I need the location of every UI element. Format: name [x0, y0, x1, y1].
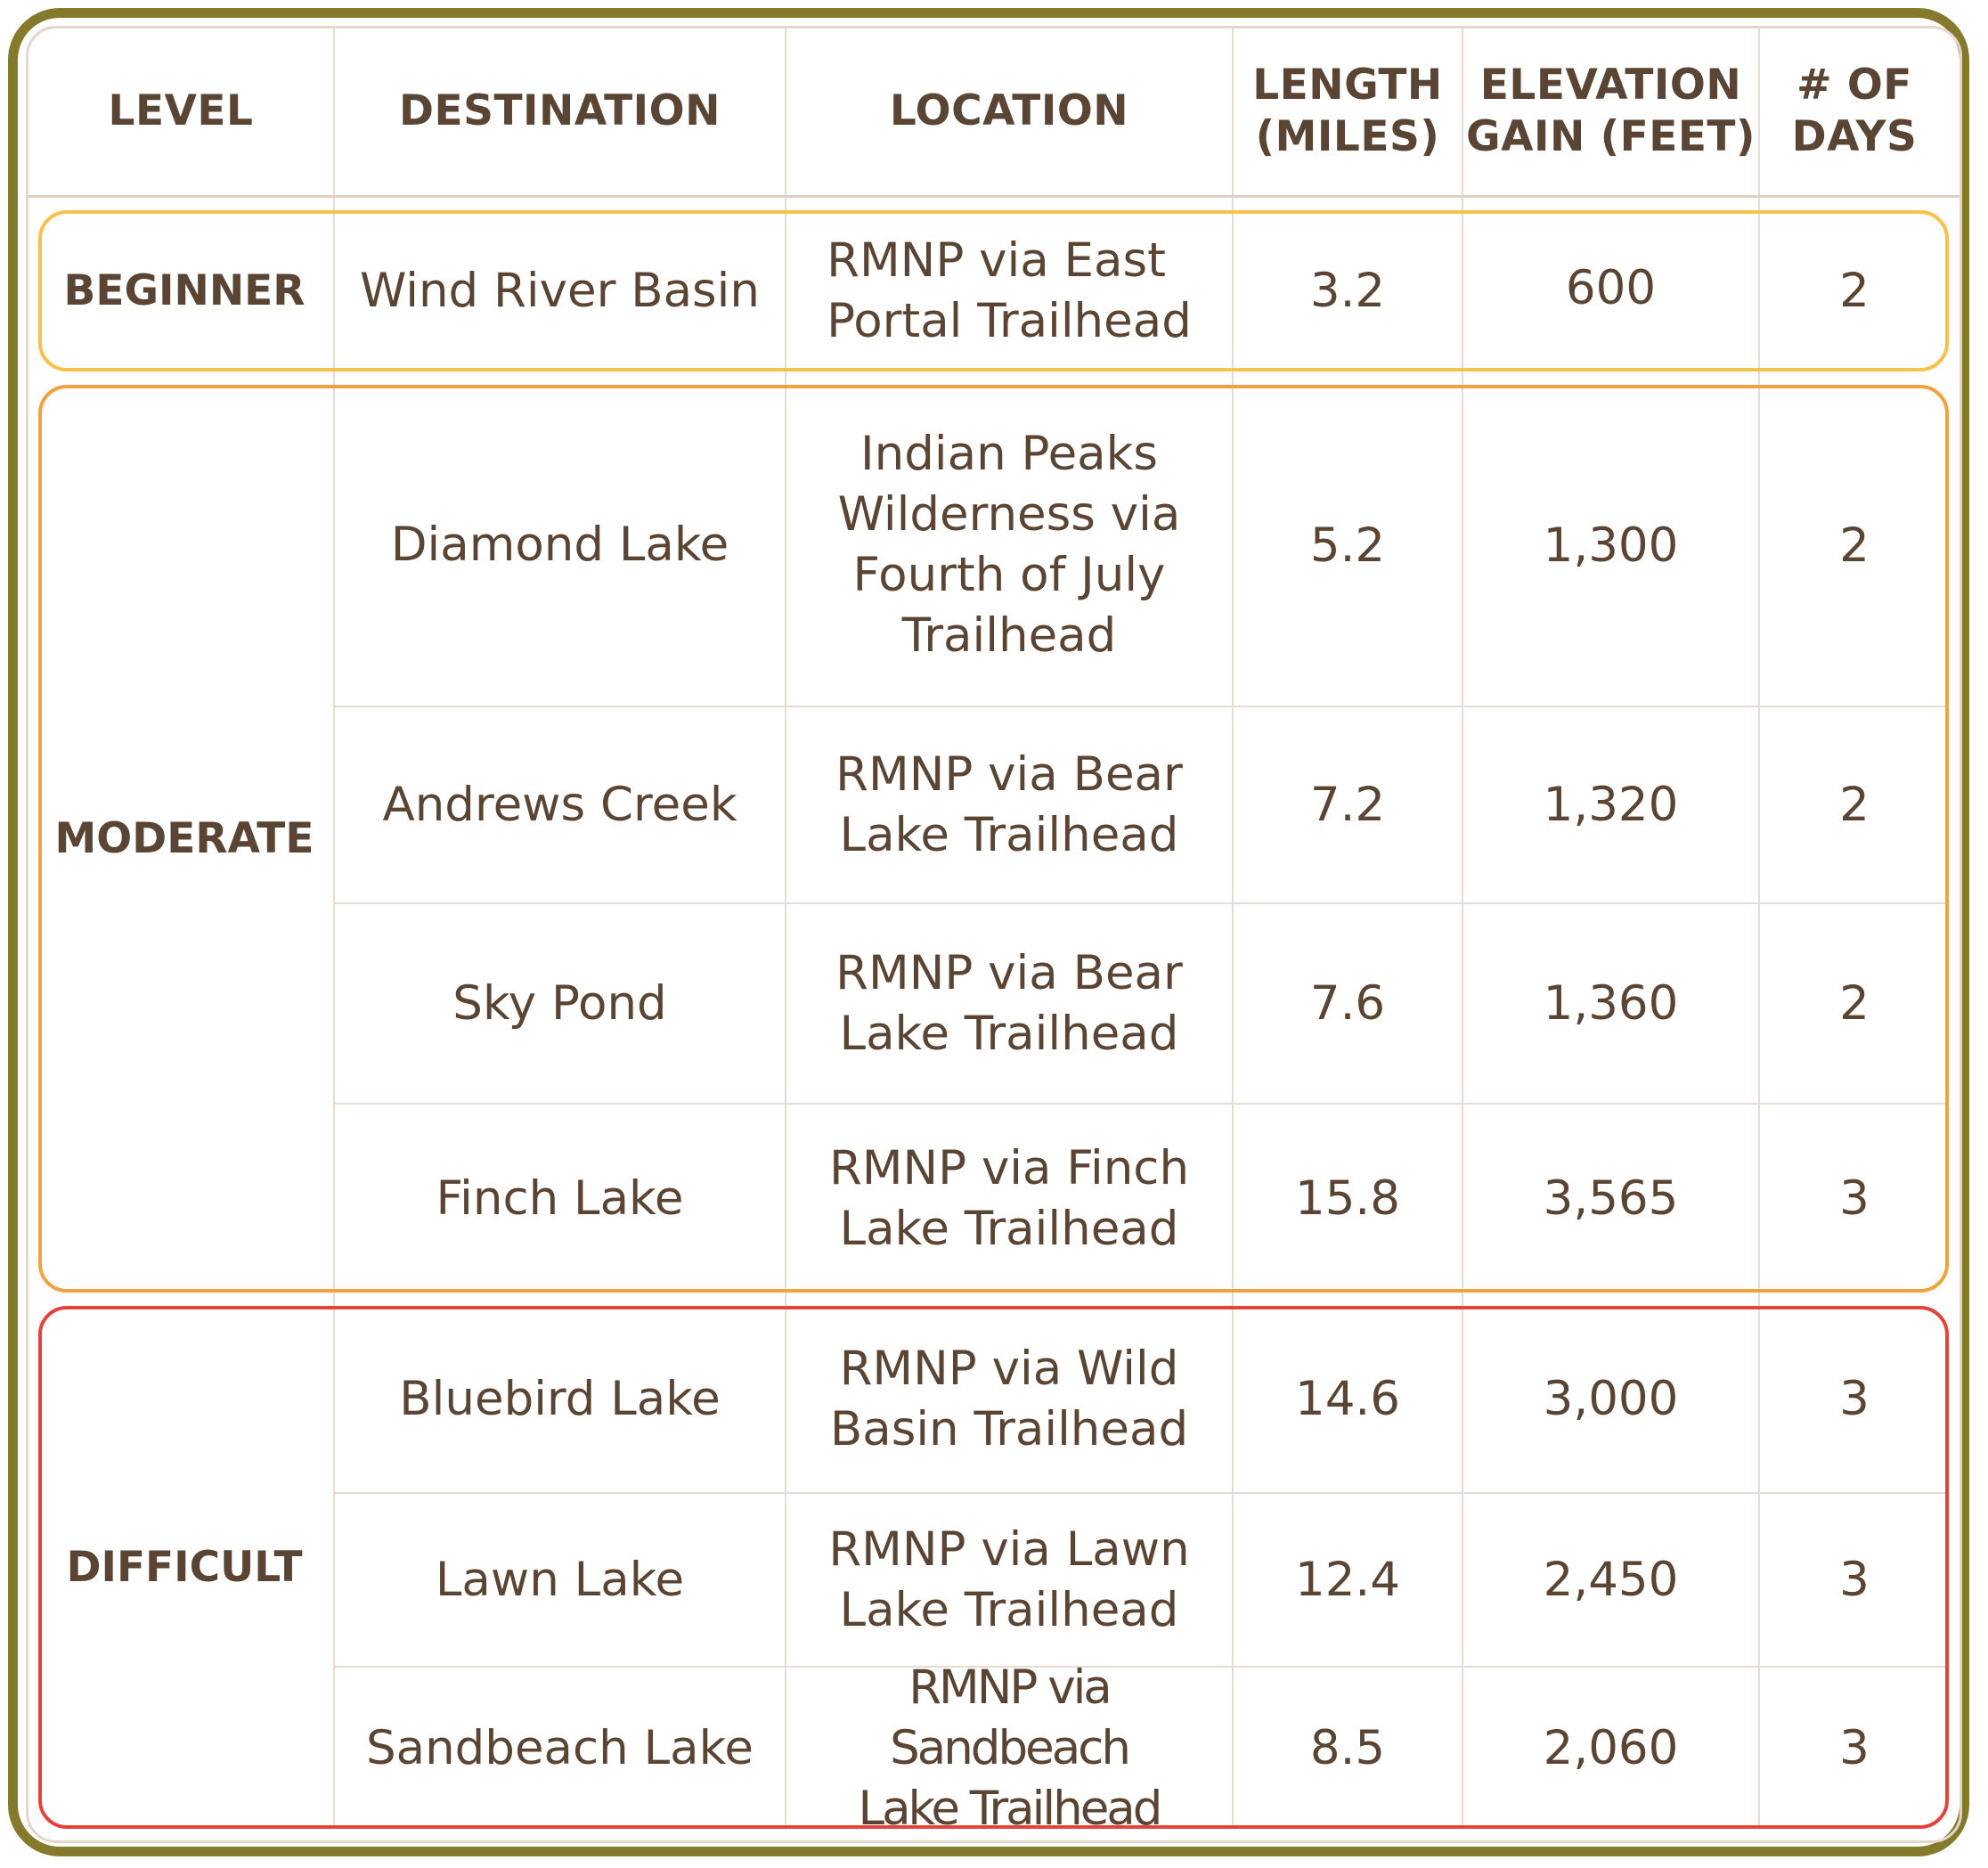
- destination-cell: Finch Lake: [436, 1171, 684, 1226]
- elevation-cell: 3,565: [1543, 1171, 1679, 1226]
- length-cell: 15.8: [1294, 1171, 1400, 1226]
- row-divider: [335, 1103, 1947, 1105]
- row-divider: [335, 706, 1947, 707]
- location-cell: RMNP via East Portal Trailhead: [827, 232, 1192, 348]
- elevation-cell: 2,450: [1543, 1553, 1679, 1607]
- elevation-cell: 1,300: [1543, 518, 1679, 573]
- days-cell: 3: [1839, 1553, 1870, 1607]
- days-cell: 3: [1839, 1171, 1870, 1226]
- destination-cell: Wind River Basin: [360, 263, 760, 318]
- destination-cell: Diamond Lake: [390, 518, 729, 572]
- header-location: LOCATION: [889, 86, 1129, 135]
- level-beginner: BEGINNER: [63, 266, 306, 315]
- column-divider: [1232, 29, 1234, 1825]
- destination-cell: Lawn Lake: [435, 1552, 685, 1607]
- header-elevation: ELEVATION GAIN (FEET): [1466, 61, 1756, 161]
- location-cell: RMNP via Lawn Lake Trailhead: [828, 1521, 1190, 1637]
- elevation-cell: 1,320: [1543, 778, 1679, 832]
- header-days: # OF DAYS: [1791, 61, 1918, 161]
- days-cell: 3: [1839, 1721, 1870, 1775]
- column-divider: [1758, 29, 1760, 1825]
- location-cell: RMNP via Bear Lake Trailhead: [835, 746, 1183, 862]
- elevation-cell: 1,360: [1543, 976, 1679, 1031]
- length-cell: 5.2: [1309, 518, 1386, 573]
- level-difficult: DIFFICULT: [66, 1543, 303, 1592]
- location-cell: RMNP via Wild Basin Trailhead: [829, 1341, 1189, 1456]
- location-cell: RMNP via Finch Lake Trailhead: [828, 1140, 1190, 1256]
- location-cell: RMNP via Sandbeach Lake Trailhead: [858, 1660, 1163, 1836]
- table-inner-border: [26, 26, 1962, 1843]
- row-divider: [335, 1666, 1947, 1668]
- header-length: LENGTH (MILES): [1252, 61, 1443, 161]
- length-cell: 7.2: [1309, 778, 1386, 832]
- column-divider: [333, 29, 335, 1825]
- elevation-cell: 600: [1565, 261, 1657, 315]
- length-cell: 8.5: [1309, 1721, 1386, 1775]
- length-cell: 7.6: [1309, 976, 1386, 1031]
- location-cell: RMNP via Bear Lake Trailhead: [835, 945, 1183, 1061]
- level-moderate: MODERATE: [54, 814, 314, 863]
- days-cell: 2: [1839, 264, 1870, 318]
- length-cell: 12.4: [1294, 1553, 1400, 1607]
- row-divider: [335, 902, 1947, 904]
- row-divider: [335, 1492, 1947, 1494]
- destination-cell: Sky Pond: [452, 975, 667, 1031]
- column-divider: [785, 29, 786, 1825]
- length-cell: 3.2: [1309, 264, 1386, 318]
- location-cell: Indian Peaks Wilderness via Fourth of Ju…: [837, 427, 1181, 663]
- days-cell: 2: [1839, 778, 1870, 832]
- elevation-cell: 2,060: [1543, 1721, 1679, 1775]
- elevation-cell: 3,000: [1543, 1372, 1679, 1426]
- destination-cell: Andrews Creek: [382, 777, 737, 832]
- days-cell: 3: [1839, 1372, 1870, 1426]
- days-cell: 2: [1839, 976, 1870, 1031]
- column-divider: [1462, 29, 1463, 1825]
- header-level: LEVEL: [108, 86, 254, 135]
- table-frame: [8, 8, 1969, 1856]
- destination-cell: Sandbeach Lake: [365, 1720, 754, 1775]
- header-destination: DESTINATION: [399, 86, 721, 135]
- header-divider: [29, 195, 1959, 198]
- days-cell: 2: [1839, 518, 1870, 573]
- destination-cell: Bluebird Lake: [399, 1371, 721, 1426]
- length-cell: 14.6: [1294, 1372, 1400, 1426]
